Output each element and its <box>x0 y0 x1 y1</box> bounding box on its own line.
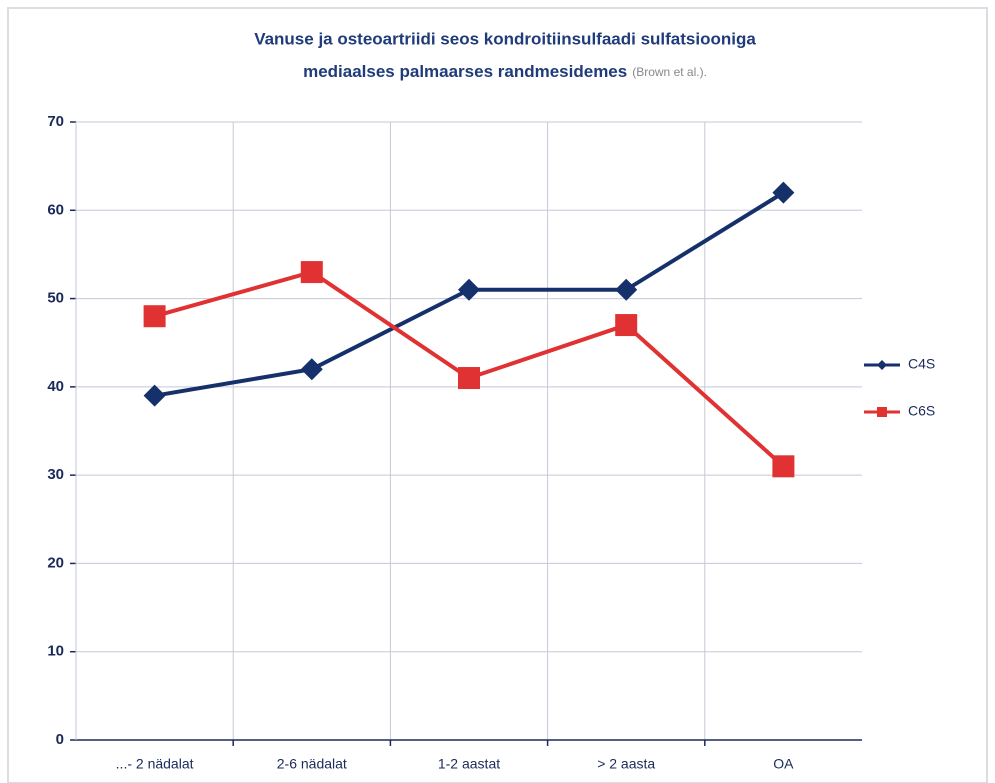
data-point <box>772 181 795 204</box>
data-point <box>300 261 323 284</box>
y-tick-label: 60 <box>47 201 64 218</box>
x-tick-label: 2-6 nädalat <box>277 756 347 772</box>
y-tick-label: 70 <box>47 113 64 130</box>
data-point <box>458 367 480 390</box>
chart-title: Vanuse ja osteoartriidi seos kondroitiin… <box>254 29 756 48</box>
y-tick-label: 30 <box>47 466 64 483</box>
chart-title-line: mediaalses palmaarses randmesidemes (Brow… <box>303 62 707 81</box>
x-tick-label: 1-2 aastat <box>438 756 500 772</box>
y-tick-label: 0 <box>56 731 64 748</box>
chart-title: mediaalses palmaarses randmesidemes <box>303 62 627 81</box>
legend-label: C4S <box>908 356 935 372</box>
y-tick-label: 40 <box>47 378 64 395</box>
data-point <box>143 305 166 328</box>
y-tick-label: 10 <box>47 643 64 660</box>
y-tick-label: 20 <box>47 554 64 571</box>
data-point <box>615 314 638 337</box>
y-tick-label: 50 <box>47 290 64 307</box>
legend-marker <box>877 360 887 370</box>
x-tick-label: ...- 2 nädalat <box>116 756 194 772</box>
x-tick-label: > 2 aasta <box>597 756 655 772</box>
data-point <box>458 278 480 301</box>
legend-marker <box>877 407 887 417</box>
data-point <box>615 278 638 301</box>
data-point <box>772 455 795 478</box>
source: (Brown et al.). <box>632 65 707 79</box>
data-point <box>300 358 323 381</box>
data-point <box>143 384 166 407</box>
x-tick-label: OA <box>773 756 794 772</box>
frame <box>7 7 988 783</box>
legend-label: C6S <box>908 403 935 419</box>
